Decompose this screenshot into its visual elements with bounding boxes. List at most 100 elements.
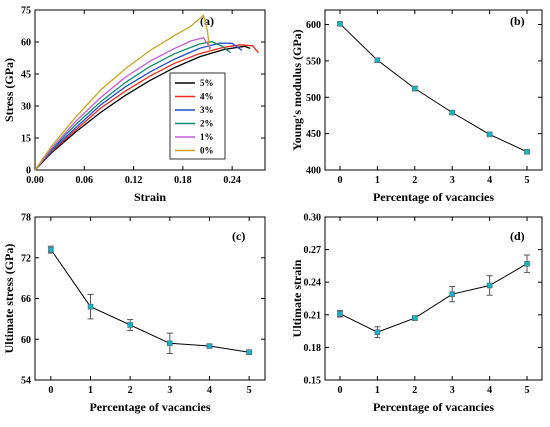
legend-label: 1% [200, 132, 214, 142]
chart-panel-3: 0 1 2 3 4 5 54 60 66 72 78 Percentage of vacancies U… [2, 213, 266, 414]
y-tick-label: 54 [21, 376, 31, 387]
x-tick-label: 1 [88, 385, 93, 396]
x-tick-label: 4 [207, 385, 212, 396]
data-line [339, 263, 528, 333]
y-tick-label: 15 [21, 134, 31, 145]
panel-label: (c) [232, 229, 245, 243]
data-point [127, 322, 133, 328]
data-point [374, 57, 381, 63]
x-axis-title: Percentage of vacancies [373, 400, 494, 414]
y-tick-label: 75 [21, 6, 31, 17]
chart-panel-4: 0 1 2 3 4 5 0.15 0.18 0.21 0.24 0.27 0.30 Percentage… [290, 213, 543, 414]
x-tick-label: 1 [375, 385, 380, 396]
y-tick-label: 600 [306, 20, 321, 31]
x-axis-title: Percentage of vacancies [89, 400, 210, 414]
legend-label: 0% [200, 146, 214, 156]
data-point [206, 343, 213, 349]
plot-frame [34, 216, 266, 381]
x-tick-label: 0.18 [174, 175, 192, 186]
x-tick-label: 3 [167, 385, 172, 396]
x-tick-label: 0.12 [125, 175, 143, 186]
y-tick-label: 0.18 [304, 343, 322, 354]
x-tick-label: 0 [337, 385, 342, 396]
y-tick-label: 60 [21, 335, 31, 346]
x-tick-label: 0.00 [26, 175, 44, 186]
data-point [48, 246, 54, 253]
y-tick-label: 45 [21, 70, 31, 81]
legend-label: 3% [200, 105, 214, 115]
legend: 5% 4% 3% 2% 1% 0% [169, 72, 226, 160]
data-point [449, 109, 455, 116]
legend-box [169, 72, 226, 160]
series-line-1pct [34, 36, 212, 171]
data-point [524, 260, 530, 267]
y-tick-label: 60 [21, 38, 31, 49]
x-axis-title: Strain [134, 190, 166, 204]
data-point [337, 310, 343, 317]
y-tick-label: 400 [306, 166, 321, 177]
data-point [337, 21, 343, 27]
x-tick-label: 0.06 [76, 175, 94, 186]
data-point [246, 349, 252, 355]
y-tick-label: 66 [21, 294, 31, 305]
chart-panel-1: 0.00 0.06 0.12 0.18 0.24 0 15 30 45 60 75 Strain Str… [2, 6, 266, 204]
series-line-3pct [34, 42, 243, 171]
y-tick-label: 0.21 [304, 310, 322, 321]
panel-label: (d) [510, 229, 525, 243]
data-point [524, 149, 530, 155]
x-tick-label: 5 [247, 385, 252, 396]
plot-frame [324, 9, 543, 171]
x-tick-label: 3 [450, 175, 455, 186]
data-point [449, 291, 455, 297]
x-tick-label: 0 [337, 175, 342, 186]
panel-label: (b) [510, 14, 525, 28]
y-axis-title: Stress (GPa) [2, 58, 16, 122]
y-tick-label: 78 [21, 213, 31, 224]
chart-panel-2: 0 1 2 3 4 5 400 450 500 550 600 Percentage of vacan… [290, 9, 543, 204]
data-point [412, 315, 418, 321]
x-tick-label: 5 [525, 385, 530, 396]
plot-frame [324, 216, 543, 381]
data-line [339, 23, 528, 153]
x-tick-label: 2 [412, 175, 417, 186]
data-point [486, 282, 493, 289]
data-point [486, 131, 493, 138]
data-point [167, 340, 173, 347]
x-tick-label: 2 [128, 385, 133, 396]
x-tick-label: 4 [487, 175, 492, 186]
x-axis-title: Percentage of vacancies [373, 190, 494, 204]
legend-label: 4% [200, 92, 214, 102]
y-tick-label: 0.15 [304, 376, 322, 387]
series-line-2pct [34, 40, 231, 171]
legend-label: 5% [200, 78, 214, 88]
x-tick-label: 5 [525, 175, 530, 186]
series-line-4pct [34, 44, 259, 171]
y-tick-label: 0.30 [304, 213, 322, 224]
x-tick-label: 0 [48, 385, 53, 396]
y-axis-title: Young's modulus (GPa) [290, 29, 304, 150]
y-tick-label: 550 [306, 56, 321, 67]
y-tick-label: 450 [306, 129, 321, 140]
y-axis-title: Ultimate stress (GPa) [2, 244, 16, 354]
data-line [50, 249, 250, 353]
data-point [412, 85, 418, 92]
series-line-5pct [34, 45, 251, 171]
x-tick-label: 2 [412, 385, 417, 396]
legend-label: 2% [200, 119, 214, 129]
y-tick-label: 30 [21, 102, 31, 113]
x-tick-label: 0.24 [223, 175, 241, 186]
x-tick-label: 1 [375, 175, 380, 186]
plot-frame [34, 9, 266, 171]
y-tick-label: 0 [26, 166, 31, 177]
y-axis-title: Ultimate strain [290, 259, 304, 337]
x-tick-label: 3 [450, 385, 455, 396]
data-point [87, 303, 94, 310]
x-tick-label: 4 [487, 385, 492, 396]
y-tick-label: 72 [21, 253, 31, 264]
y-tick-label: 500 [306, 93, 321, 104]
data-point [374, 329, 381, 335]
series-line-0pct [34, 14, 211, 171]
y-tick-label: 0.24 [304, 278, 322, 289]
